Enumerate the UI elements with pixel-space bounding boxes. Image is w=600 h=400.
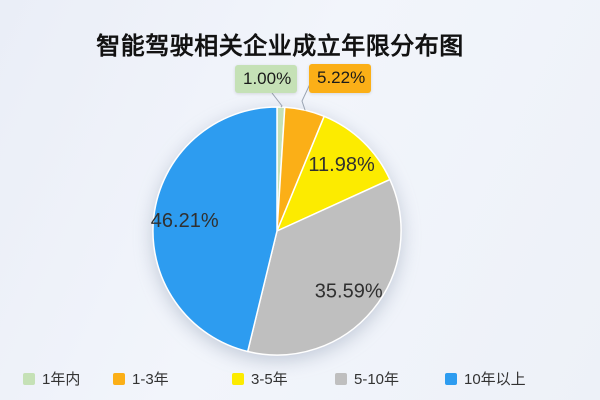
legend-marker-icon <box>445 372 457 385</box>
pie-label-10年以上: 46.21% <box>151 210 219 232</box>
label-line-1年内 <box>271 92 283 108</box>
chart-title: 智能驾驶相关企业成立年限分布图 <box>96 33 464 60</box>
legend-label: 3-5年 <box>251 371 288 388</box>
legend-label: 5-10年 <box>354 371 400 388</box>
legend-marker-icon <box>23 372 35 385</box>
legend-item-3-5年[interactable]: 3-5年 <box>232 368 288 389</box>
callout-label-1年内: 1.00% <box>235 65 297 93</box>
legend-item-1-3年[interactable]: 1-3年 <box>113 368 169 389</box>
legend-label: 1-3年 <box>132 371 169 388</box>
legend-marker-icon <box>232 372 244 385</box>
legend-label: 10年以上 <box>464 371 526 388</box>
legend-marker-icon <box>113 372 125 385</box>
pie-slice-3-5年[interactable] <box>276 115 391 232</box>
legend-item-5-10年[interactable]: 5-10年 <box>335 368 399 389</box>
legend-item-10年以上[interactable]: 10年以上 <box>445 368 526 389</box>
legend: 1年内 1-3年 3-5年 5-10年 10年以上 <box>0 368 600 390</box>
pie-slice-10年以上[interactable] <box>152 106 278 353</box>
pie-label-5-10年: 35.59% <box>315 280 383 302</box>
pie-label-3-5年: 11.98% <box>308 154 375 176</box>
label-line-1-3年 <box>301 83 311 111</box>
legend-item-1年内[interactable]: 1年内 <box>23 368 80 389</box>
legend-marker-icon <box>335 372 347 385</box>
legend-label: 1年内 <box>42 371 81 388</box>
pie-slice-5-10年[interactable] <box>246 178 402 356</box>
callout-label-1-3年: 5.22% <box>309 64 371 93</box>
